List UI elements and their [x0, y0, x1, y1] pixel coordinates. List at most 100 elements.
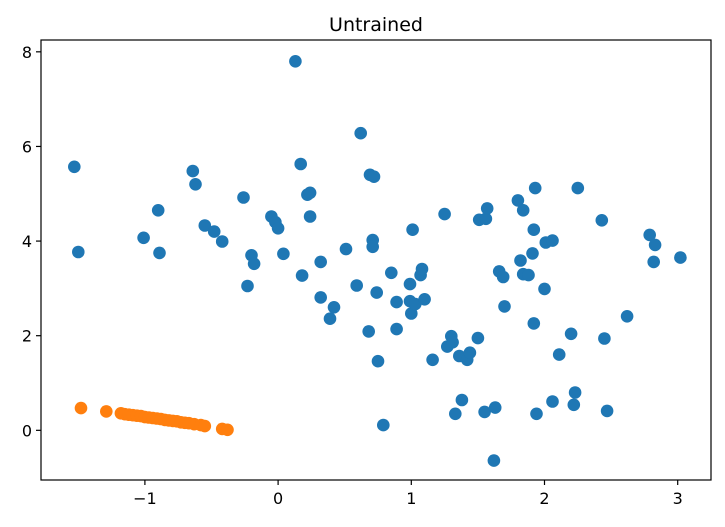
- scatter-point-series0-48: [415, 262, 429, 276]
- scatter-point-series0-50: [426, 353, 439, 367]
- scatter-point-series0-78: [527, 317, 541, 330]
- scatter-point-series0-51: [438, 207, 451, 221]
- scatter-point-series0-0: [289, 55, 302, 68]
- scatter-point-series0-40: [390, 295, 403, 309]
- scatter-point-series0-54: [446, 336, 459, 349]
- scatter-point-series0-37: [371, 354, 385, 368]
- axes: −1 0 1 2 3 0 2 4 6 8: [22, 43, 683, 508]
- scatter-point-series0-94: [648, 238, 662, 252]
- scatter-point-series0-10: [198, 219, 212, 232]
- scatter-point-series0-83: [546, 395, 559, 408]
- scatter-point-series0-39: [385, 266, 398, 280]
- scatter-point-series0-18: [241, 279, 254, 293]
- scatter-point-series0-26: [295, 269, 309, 282]
- scatter-point-series0-25: [303, 210, 317, 223]
- scatter-point-series1-0: [74, 401, 88, 415]
- scatter-point-series0-93: [643, 228, 656, 242]
- scatter-point-series0-91: [600, 404, 614, 418]
- scatter-point-series0-8: [189, 178, 202, 191]
- scatter-point-series0-44: [405, 307, 418, 320]
- scatter-point-series0-76: [527, 223, 541, 236]
- scatter-point-series0-65: [488, 401, 502, 414]
- scatter-point-series0-36: [362, 325, 376, 338]
- scatter-point-series0-17: [247, 257, 261, 271]
- scatter-point-series0-12: [215, 235, 229, 248]
- scatter-point-series0-74: [522, 268, 535, 282]
- scatter-point-series0-80: [538, 282, 551, 296]
- y-tick-label: 6: [22, 137, 32, 156]
- plot-area: [68, 55, 687, 467]
- scatter-point-series0-57: [455, 393, 469, 407]
- scatter-point-series0-3: [72, 245, 85, 259]
- scatter-point-series0-9: [151, 204, 165, 217]
- plot-frame: [40, 39, 712, 481]
- scatter-point-series0-38: [377, 418, 390, 432]
- scatter-point-series0-34: [366, 240, 380, 254]
- scatter-point-series0-24: [303, 186, 317, 200]
- scatter-point-series0-69: [498, 300, 511, 313]
- scatter-point-series0-49: [418, 293, 431, 306]
- x-tick-label: 3: [673, 489, 683, 508]
- scatter-point-series0-2: [68, 160, 81, 174]
- x-tick-label: 0: [273, 489, 283, 508]
- scatter-point-series0-60: [471, 331, 485, 345]
- scatter-point-series0-75: [526, 247, 539, 260]
- scatter-point-series0-86: [567, 398, 581, 412]
- scatter-point-series0-59: [463, 346, 477, 360]
- x-tick-label: −1: [133, 489, 157, 508]
- scatter-point-series0-92: [620, 310, 634, 323]
- x-tick-label: 1: [406, 489, 416, 508]
- scatter-point-series0-22: [277, 247, 290, 261]
- scatter-point-series0-30: [327, 301, 341, 314]
- scatter-point-series0-28: [314, 291, 328, 304]
- scatter-point-series0-64: [478, 405, 491, 419]
- scatter-point-series0-42: [403, 277, 417, 291]
- scatter-point-series0-1: [354, 126, 368, 140]
- scatter-point-series0-63: [480, 202, 494, 215]
- scatter-point-series0-35: [370, 286, 384, 299]
- scatter-point-series0-79: [530, 407, 543, 421]
- scatter-point-series0-72: [514, 254, 527, 267]
- scatter-point-series0-14: [153, 246, 166, 260]
- y-tick-label: 8: [22, 43, 32, 62]
- scatter-point-series0-29: [323, 312, 337, 326]
- scatter-point-series0-45: [406, 223, 419, 236]
- scatter-point-series0-7: [186, 164, 200, 178]
- x-tick-label: 2: [539, 489, 549, 508]
- scatter-point-series0-71: [516, 204, 530, 217]
- scatter-point-series0-85: [564, 327, 578, 341]
- scatter-point-series0-70: [511, 194, 525, 207]
- scatter-point-series0-62: [479, 212, 493, 226]
- scatter-point-series0-84: [552, 348, 566, 361]
- scatter-point-series0-32: [350, 279, 364, 292]
- scatter-point-series1-1: [100, 405, 113, 418]
- scatter-point-series0-4: [294, 157, 308, 171]
- y-tick-label: 4: [22, 232, 32, 251]
- scatter-point-series0-21: [271, 222, 285, 235]
- scatter-point-series0-46: [409, 297, 422, 311]
- scatter-point-series0-82: [546, 234, 559, 247]
- scatter-point-series0-68: [496, 270, 510, 284]
- scatter-point-series0-88: [571, 181, 585, 195]
- chart-title: Untrained: [329, 14, 423, 36]
- scatter-point-series0-66: [487, 454, 501, 467]
- scatter-point-series0-31: [339, 242, 353, 256]
- scatter-point-series0-96: [674, 251, 687, 264]
- scatter-point-series0-87: [568, 386, 582, 399]
- scatter-point-series0-15: [237, 191, 250, 204]
- scatter-point-series1-24: [221, 423, 234, 437]
- y-tick-label: 2: [22, 327, 32, 346]
- scatter-point-series0-55: [449, 407, 462, 421]
- scatter-point-series1-22: [198, 419, 212, 433]
- scatter-point-series0-41: [390, 322, 403, 336]
- scatter-point-series0-90: [598, 332, 611, 345]
- y-tick-label: 0: [22, 421, 32, 440]
- scatter-point-series0-95: [647, 255, 660, 269]
- scatter-point-series0-6: [367, 170, 381, 183]
- scatter-point-series0-27: [314, 255, 328, 269]
- scatter-point-series0-13: [137, 231, 150, 245]
- scatter-point-series0-89: [595, 214, 609, 227]
- scatter-point-series0-11: [207, 225, 221, 238]
- scatter-point-series0-77: [528, 181, 542, 195]
